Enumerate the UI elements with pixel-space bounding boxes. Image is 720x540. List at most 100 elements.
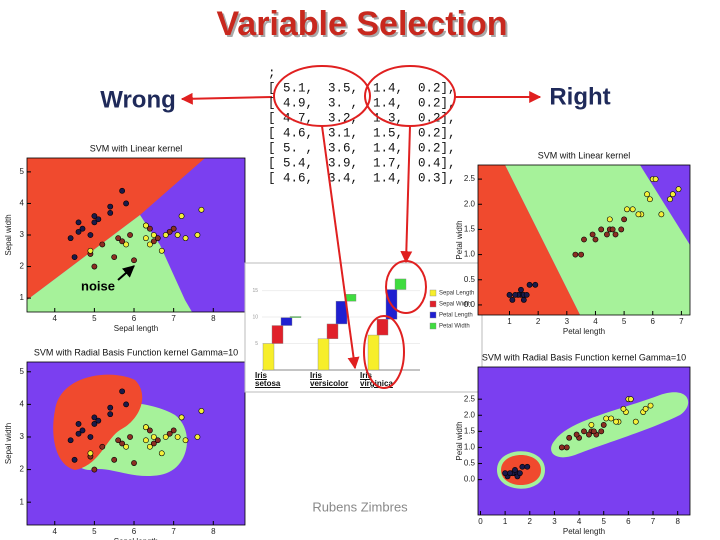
point bbox=[119, 388, 126, 395]
x-tick-label: Iris versicolor bbox=[310, 372, 349, 388]
point bbox=[107, 210, 114, 216]
point bbox=[170, 427, 177, 434]
point bbox=[91, 466, 98, 473]
point bbox=[123, 200, 129, 207]
point bbox=[87, 232, 94, 238]
x-tick-label: 2 bbox=[528, 517, 533, 526]
y-tick-label: 1.5 bbox=[464, 225, 476, 234]
y-tick-label: 10 bbox=[252, 314, 258, 320]
x-tick-label: 6 bbox=[132, 314, 137, 323]
legend-swatch bbox=[429, 322, 437, 330]
point bbox=[512, 467, 518, 473]
point bbox=[174, 232, 181, 238]
point bbox=[154, 235, 161, 242]
point bbox=[150, 238, 157, 245]
point bbox=[91, 263, 98, 270]
code-line: [ 4.9, 3. , 1.4, 0.2], bbox=[268, 96, 456, 110]
point bbox=[146, 241, 153, 248]
legend-swatch bbox=[429, 289, 437, 297]
x-axis-label: Petal length bbox=[563, 327, 605, 336]
bar bbox=[289, 316, 302, 318]
point bbox=[143, 437, 149, 444]
bar bbox=[394, 278, 407, 290]
point bbox=[91, 421, 98, 427]
y-tick-label: 2 bbox=[20, 465, 25, 474]
point bbox=[667, 196, 673, 203]
decision-region bbox=[551, 392, 689, 458]
point bbox=[91, 219, 98, 226]
point bbox=[91, 213, 98, 219]
legend-label: Petal Width bbox=[439, 324, 470, 330]
x-tick-label: 1 bbox=[507, 317, 512, 326]
x-tick-label: 8 bbox=[211, 527, 216, 536]
point bbox=[603, 415, 610, 422]
point bbox=[194, 232, 201, 238]
point bbox=[572, 251, 579, 258]
x-tick-label: 5 bbox=[92, 527, 97, 536]
point bbox=[589, 231, 596, 238]
plots: 4 5 6 7 8 1 2 3 4 5 SVM with Linear kernel Sepal le… bbox=[4, 143, 691, 540]
point bbox=[647, 402, 654, 409]
point bbox=[150, 232, 157, 238]
point bbox=[131, 460, 137, 466]
point bbox=[518, 286, 524, 293]
y-tick-label: 2.5 bbox=[464, 394, 476, 403]
point bbox=[581, 236, 587, 243]
x-tick-label: 7 bbox=[651, 517, 656, 526]
y-tick-label: 1 bbox=[20, 497, 25, 506]
point bbox=[512, 291, 519, 298]
point bbox=[143, 424, 149, 431]
y-tick-label: 0.5 bbox=[464, 459, 476, 468]
point bbox=[558, 444, 565, 451]
bar bbox=[317, 338, 330, 371]
point bbox=[119, 238, 126, 245]
bar bbox=[271, 325, 284, 344]
x-axis-label: Sepal length bbox=[114, 324, 158, 333]
point bbox=[652, 176, 659, 182]
point bbox=[618, 226, 625, 233]
point bbox=[642, 405, 649, 412]
point bbox=[107, 404, 114, 411]
title-shadow: Variable Selection bbox=[218, 7, 509, 45]
decision-region bbox=[27, 158, 205, 300]
bar bbox=[376, 318, 389, 336]
arrow bbox=[117, 265, 135, 281]
code-line: [ 5. , 3.6, 1.4, 0.2], bbox=[268, 141, 456, 155]
point bbox=[588, 422, 595, 428]
point bbox=[613, 418, 619, 425]
point bbox=[519, 463, 526, 470]
point bbox=[621, 216, 628, 223]
x-axis-label: Petal length bbox=[563, 527, 605, 536]
code-line: [ 4.6, 3.4, 1.4, 0.3], bbox=[268, 171, 456, 185]
bar bbox=[326, 323, 339, 339]
y-tick-label: 1.0 bbox=[464, 250, 476, 259]
point bbox=[182, 437, 189, 444]
point bbox=[523, 291, 530, 298]
legend-label: Sepal Width bbox=[439, 302, 471, 308]
category-label-box: Iris versicolor bbox=[310, 372, 349, 388]
point bbox=[620, 405, 627, 412]
legend-label: Petal Length bbox=[439, 313, 473, 319]
point bbox=[119, 440, 126, 447]
y-tick-label: 4 bbox=[20, 199, 25, 208]
point bbox=[107, 203, 114, 210]
point bbox=[75, 421, 82, 427]
point bbox=[158, 247, 165, 254]
point bbox=[158, 450, 165, 457]
plot-frame bbox=[477, 366, 691, 516]
plot-frame bbox=[26, 361, 246, 526]
category-label-box: Iris virginica bbox=[360, 372, 393, 388]
point bbox=[566, 434, 573, 441]
point bbox=[578, 251, 585, 258]
y-axis-label: Petal width bbox=[455, 421, 464, 460]
point bbox=[115, 235, 122, 242]
point bbox=[675, 186, 682, 193]
point bbox=[143, 222, 149, 229]
point bbox=[71, 254, 78, 260]
highlight bbox=[363, 315, 405, 389]
x-tick-label: 3 bbox=[552, 517, 557, 526]
x-tick-label: 6 bbox=[132, 527, 137, 536]
point bbox=[600, 422, 607, 428]
point bbox=[520, 296, 527, 303]
